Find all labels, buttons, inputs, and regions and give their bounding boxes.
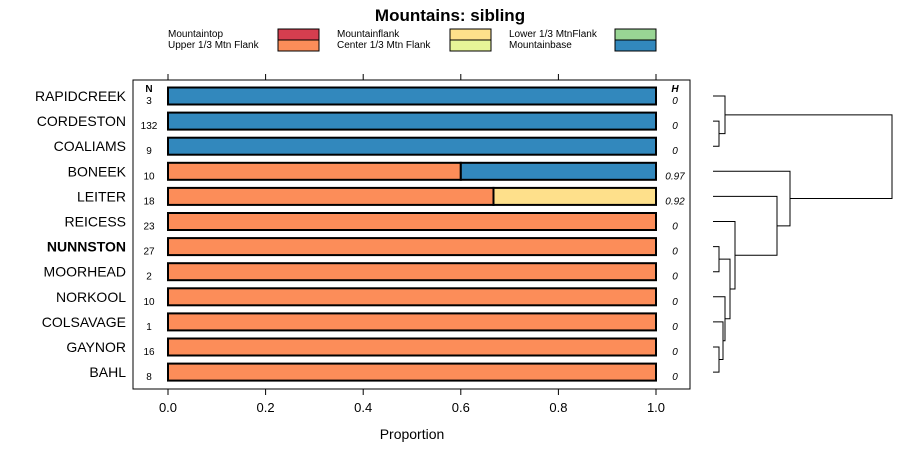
plot-frame: [132, 79, 691, 390]
bar-segment: [167, 111, 657, 131]
h-column-header: H: [671, 84, 679, 95]
x-tick-label: 0.4: [354, 400, 372, 415]
n-value: 16: [143, 347, 155, 358]
category-label: NORKOOL: [56, 289, 126, 305]
n-value: 3: [146, 96, 152, 107]
h-value: 0: [672, 372, 678, 383]
category-label: MOORHEAD: [44, 264, 126, 280]
n-value: 132: [141, 121, 158, 132]
h-value: 0.92: [665, 196, 685, 207]
x-tick-label: 0.6: [452, 400, 470, 415]
n-value: 1: [146, 322, 152, 333]
x-axis-title: Proportion: [380, 426, 445, 442]
n-value: 8: [146, 372, 152, 383]
dendrogram-link: [713, 221, 736, 290]
bar-segment: [167, 287, 657, 307]
category-label: GAYNOR: [66, 339, 126, 355]
category-label: CORDESTON: [37, 113, 126, 129]
x-tick-label: 0.8: [549, 400, 567, 415]
bars: [167, 86, 657, 382]
n-value: 18: [143, 196, 155, 207]
legend-swatch: [277, 39, 320, 52]
x-tick-label: 1.0: [647, 400, 665, 415]
category-label: NUNNSTON: [47, 239, 126, 255]
dendrogram-link: [713, 321, 724, 361]
legend-label: Upper 1/3 Mtn Flank: [168, 40, 260, 51]
dendrogram-link: [713, 246, 720, 273]
bar-segment: [459, 161, 657, 181]
chart-title: Mountains: sibling: [375, 6, 525, 25]
dendrogram-link: [713, 195, 778, 256]
n-value: 10: [143, 297, 155, 308]
category-label: RAPIDCREEK: [35, 88, 127, 104]
h-value: 0: [672, 322, 678, 333]
legend-swatch: [614, 39, 657, 52]
h-value: 0: [672, 347, 678, 358]
h-value: 0: [672, 121, 678, 132]
bar-segment: [167, 86, 657, 106]
legend-label: Center 1/3 Mtn Flank: [337, 40, 431, 51]
bar-segment: [167, 262, 657, 282]
row-labels: RAPIDCREEK 3 0 CORDESTON 132 0 COALIAMS 9 0 BONEE…: [35, 88, 685, 383]
legend-swatch: [449, 28, 492, 41]
bar-segment: [167, 136, 657, 156]
legend-label: Mountainbase: [509, 40, 572, 51]
dendrogram-link: [713, 120, 720, 147]
legend-swatch: [449, 39, 492, 52]
dendrogram: [713, 95, 893, 373]
dendrogram-link: [713, 170, 791, 227]
n-value: 27: [143, 247, 155, 258]
h-value: 0: [672, 146, 678, 157]
bar-segment: [167, 161, 462, 181]
dendrogram-link: [725, 114, 893, 200]
h-value: 0: [672, 222, 678, 233]
bar-segment: [167, 362, 657, 382]
bar-segment: [167, 312, 657, 332]
x-tick-label: 0.0: [159, 400, 177, 415]
category-label: COLSAVAGE: [42, 314, 126, 330]
bar-segment: [167, 212, 657, 231]
bar-segment: [167, 337, 657, 357]
bar-segment: [167, 186, 495, 206]
legend-swatch: [277, 28, 320, 41]
legend-swatch: [614, 28, 657, 41]
bar-segment: [167, 237, 657, 257]
category-label: BONEEK: [68, 163, 127, 179]
n-value: 2: [146, 272, 152, 283]
h-value: 0.97: [665, 171, 685, 182]
category-label: REICESS: [65, 214, 126, 230]
legend-label: Mountaintop: [168, 29, 223, 40]
dendrogram-link: [713, 346, 720, 373]
h-value: 0: [672, 96, 678, 107]
x-axis: 0.0 0.2 0.4 0.6 0.8 1.0: [159, 74, 665, 415]
legend-label: Lower 1/3 MtnFlank: [509, 29, 598, 40]
h-value: 0: [672, 247, 678, 258]
category-label: COALIAMS: [54, 138, 126, 154]
category-label: BAHL: [89, 364, 126, 380]
n-value: 10: [143, 171, 155, 182]
h-value: 0: [672, 272, 678, 283]
h-value: 0: [672, 297, 678, 308]
n-column-header: N: [145, 84, 152, 95]
category-label: LEITER: [77, 188, 126, 204]
bar-segment: [492, 186, 657, 206]
n-value: 9: [146, 146, 152, 157]
x-tick-label: 0.2: [257, 400, 275, 415]
legend-label: Mountainflank: [337, 29, 400, 40]
n-value: 23: [143, 222, 155, 233]
